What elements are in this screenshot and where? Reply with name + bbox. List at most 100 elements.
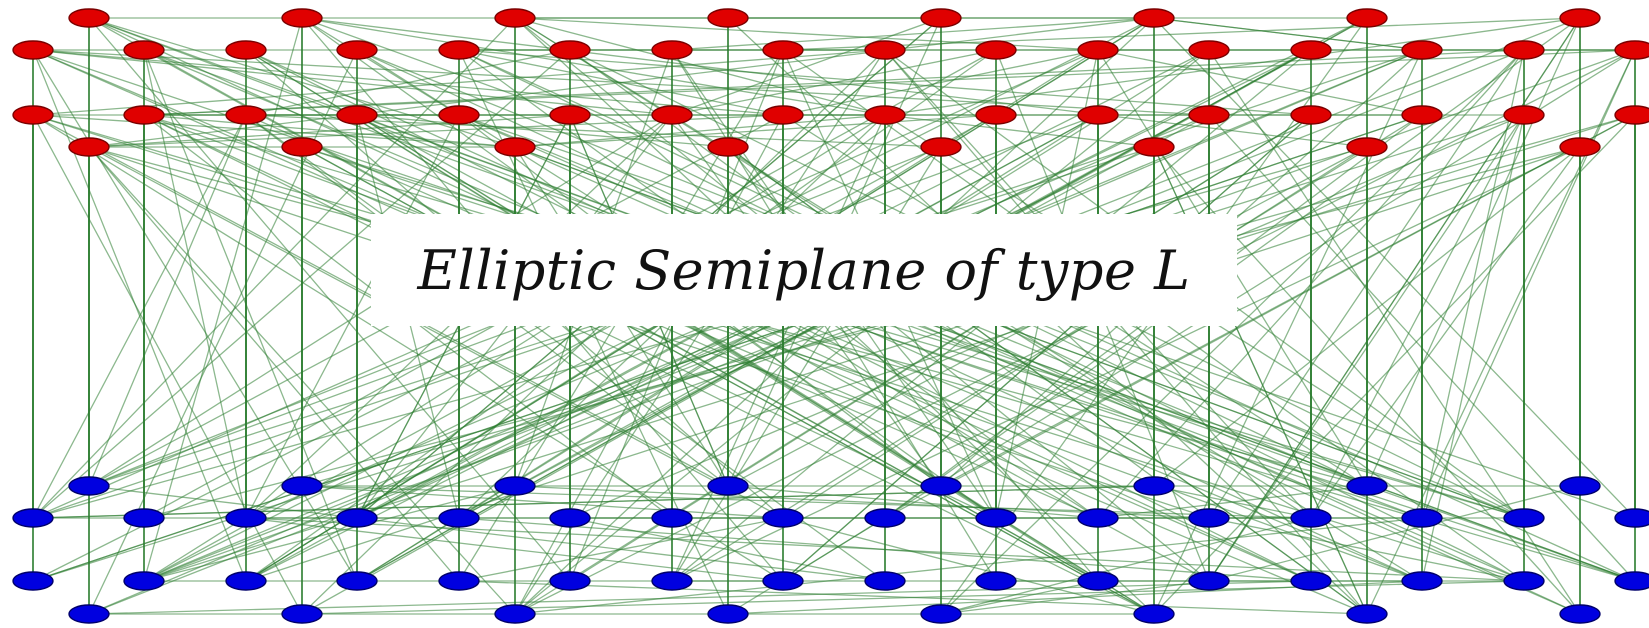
line-node: [1614, 508, 1649, 528]
incidence-edge: [671, 146, 1581, 582]
point-node: [549, 105, 591, 125]
incidence-edge: [356, 114, 729, 148]
incidence-edge: [458, 49, 784, 116]
line-node: [1133, 604, 1175, 624]
incidence-edge: [88, 146, 784, 519]
incidence-edge: [782, 49, 1099, 116]
incidence-edge: [356, 114, 1210, 582]
point-node: [1503, 40, 1545, 60]
point-node: [549, 40, 591, 60]
point-node: [1346, 8, 1388, 28]
line-node: [438, 508, 480, 528]
line-node: [123, 508, 165, 528]
incidence-edge: [143, 49, 1636, 116]
incidence-edge: [32, 114, 247, 519]
incidence-edge: [940, 580, 1099, 615]
incidence-edge: [245, 517, 784, 582]
line-node: [920, 476, 962, 496]
incidence-edge: [301, 485, 784, 519]
point-node: [1614, 105, 1649, 125]
line-node: [762, 571, 804, 591]
incidence-edge: [32, 114, 784, 582]
point-node: [1614, 40, 1649, 60]
incidence-edge: [1153, 17, 1636, 519]
line-node: [1346, 604, 1388, 624]
point-node: [975, 105, 1017, 125]
line-node: [1503, 508, 1545, 528]
incidence-edge: [1208, 485, 1581, 582]
line-node: [549, 508, 591, 528]
point-node: [123, 105, 165, 125]
incidence-edge: [1421, 49, 1636, 519]
incidence-edge: [782, 17, 1581, 51]
incidence-edge: [356, 114, 1636, 582]
point-node: [1559, 137, 1601, 157]
point-node: [975, 40, 1017, 60]
incidence-edge: [143, 17, 303, 582]
point-node: [1346, 137, 1388, 157]
line-node: [1346, 476, 1388, 496]
point-node: [762, 40, 804, 60]
point-node: [1401, 40, 1443, 60]
point-node: [494, 137, 536, 157]
line-node: [68, 604, 110, 624]
point-node: [1290, 105, 1332, 125]
point-node: [68, 8, 110, 28]
line-node: [336, 571, 378, 591]
point-node: [12, 40, 54, 60]
point-node: [864, 40, 906, 60]
incidence-edge: [1153, 17, 1423, 51]
point-node: [1559, 8, 1601, 28]
incidence-edge: [884, 17, 1581, 116]
line-node: [12, 571, 54, 591]
incidence-edge: [1208, 517, 1525, 582]
line-node: [281, 476, 323, 496]
point-node: [707, 137, 749, 157]
incidence-edge: [782, 146, 1368, 519]
line-node: [281, 604, 323, 624]
line-node: [1077, 571, 1119, 591]
incidence-edge: [1208, 49, 1525, 519]
incidence-edge: [1097, 49, 1423, 116]
line-node: [12, 508, 54, 528]
incidence-edge: [143, 114, 997, 582]
line-node: [1401, 508, 1443, 528]
point-node: [864, 105, 906, 125]
incidence-edge: [301, 49, 886, 615]
incidence-edge: [458, 517, 1312, 582]
incidence-edge: [245, 146, 1581, 582]
incidence-edge: [88, 17, 516, 148]
point-node: [281, 8, 323, 28]
incidence-edge: [727, 517, 886, 615]
incidence-edge: [301, 146, 1525, 519]
line-node: [707, 604, 749, 624]
line-node: [1188, 571, 1230, 591]
incidence-edge: [245, 114, 886, 582]
line-node: [707, 476, 749, 496]
point-node: [225, 105, 267, 125]
point-node: [707, 8, 749, 28]
line-node: [68, 476, 110, 496]
incidence-edge: [1153, 146, 1581, 487]
line-node: [494, 604, 536, 624]
incidence-edge: [884, 114, 1636, 519]
incidence-edge: [88, 146, 516, 615]
point-node: [651, 105, 693, 125]
incidence-edge: [1310, 146, 1581, 519]
line-node: [1133, 476, 1175, 496]
incidence-edge: [32, 114, 303, 615]
incidence-edge: [671, 114, 1423, 582]
incidence-edge: [143, 485, 516, 582]
incidence-edge: [727, 485, 1099, 519]
page-title: Elliptic Semiplane of type L: [417, 238, 1191, 302]
incidence-edge: [884, 49, 1368, 615]
incidence-edge: [143, 146, 1581, 519]
incidence-edge: [1421, 114, 1525, 582]
point-node: [762, 105, 804, 125]
incidence-edge: [1421, 49, 1525, 519]
line-node: [864, 508, 906, 528]
line-node: [494, 476, 536, 496]
point-node: [1133, 137, 1175, 157]
line-node: [1559, 476, 1601, 496]
point-node: [1290, 40, 1332, 60]
